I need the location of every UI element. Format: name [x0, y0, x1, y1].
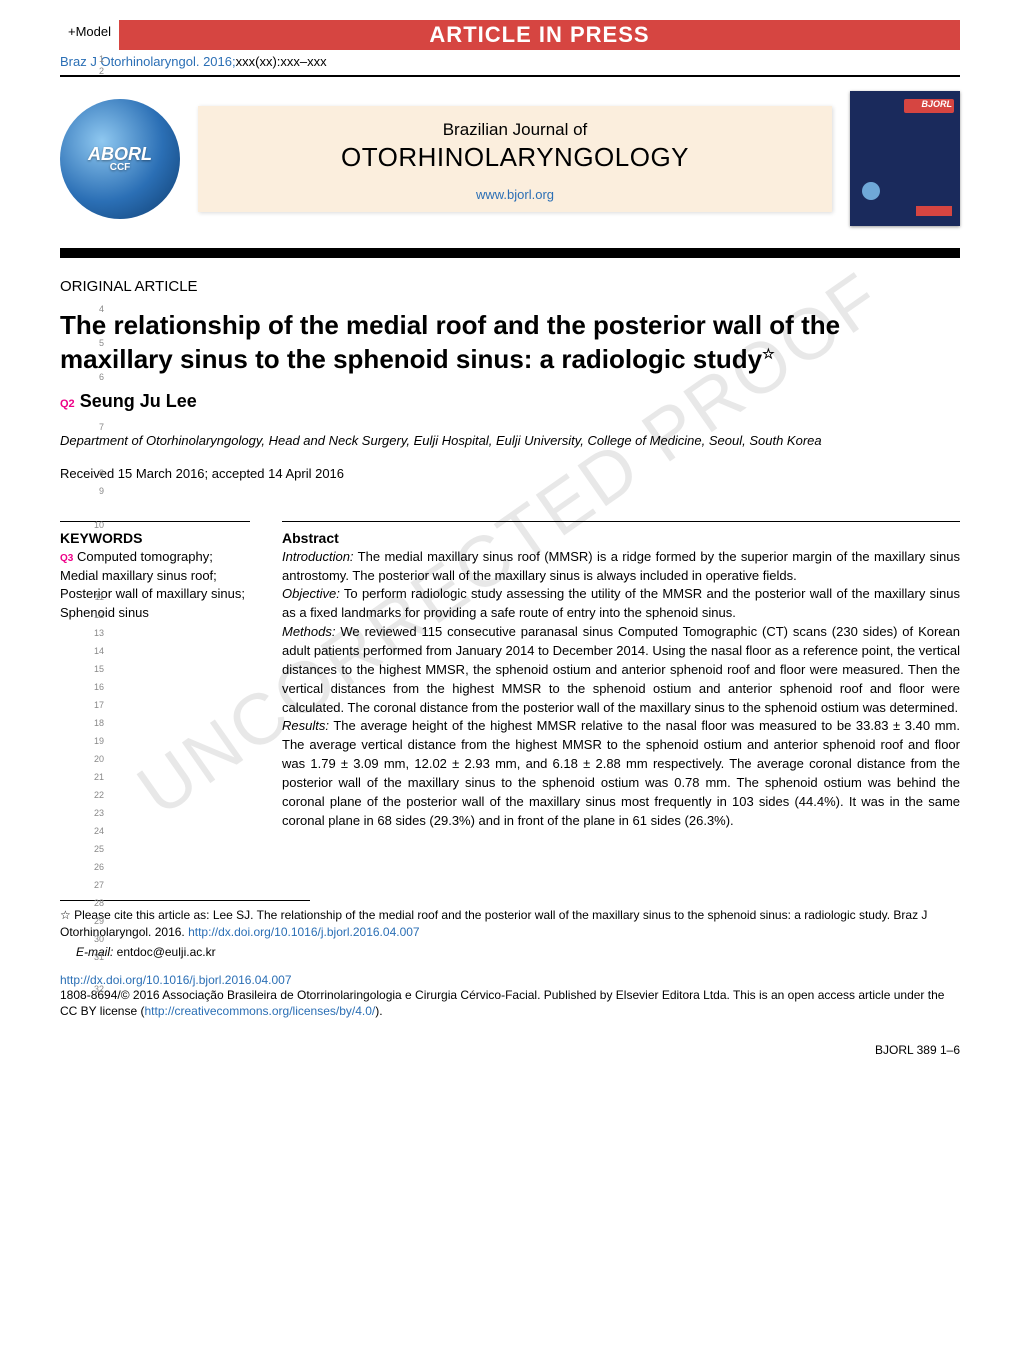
abstract-objective-label: Objective: [282, 586, 340, 601]
journal-cover-thumbnail: BJORL [850, 91, 960, 226]
line-number: 11 [95, 592, 104, 602]
line-number: 32 [94, 984, 104, 994]
society-logo: ABORL CCF [60, 99, 180, 219]
cover-globe-icon [862, 182, 880, 200]
line-number: 4 [99, 304, 104, 314]
line-number: 17 [94, 700, 104, 710]
page-footer-id: BJORL 389 1–6 [60, 1043, 960, 1057]
abstract-objective-text: To perform radiologic study assessing th… [282, 586, 960, 620]
query-marker-q3: Q3 [60, 553, 73, 564]
line-number: 19 [94, 736, 104, 746]
line-number: 12 [94, 610, 104, 620]
line-number: 31 [94, 952, 104, 962]
line-number: 20 [94, 754, 104, 764]
line-number: 16 [94, 682, 104, 692]
line-number: 1 [99, 54, 104, 64]
title-footnote-marker: ☆ [762, 345, 775, 361]
author-name: Seung Ju Lee [80, 391, 197, 411]
article-title: The relationship of the medial roof and … [60, 309, 960, 377]
doi-line: http://dx.doi.org/10.1016/j.bjorl.2016.0… [60, 973, 960, 987]
cover-badge-text: BJORL [921, 99, 952, 109]
line-number: 25 [94, 844, 104, 854]
line-number: 10 [94, 520, 104, 530]
author-line: Q2 Seung Ju Lee [60, 391, 960, 412]
cite-doi-link[interactable]: http://dx.doi.org/10.1016/j.bjorl.2016.0… [188, 925, 420, 939]
line-number: 6 [99, 372, 104, 382]
abstract-intro-label: Introduction: [282, 549, 354, 564]
copyright-line: 1808-8694/© 2016 Associação Brasileira d… [60, 987, 960, 1019]
keywords-heading: KEYWORDS [60, 530, 250, 546]
abstract-column: Abstract Introduction: The medial maxill… [282, 521, 960, 831]
cite-footnote: ☆ Please cite this article as: Lee SJ. T… [60, 907, 960, 941]
line-number: 18 [94, 718, 104, 728]
line-number: 26 [94, 862, 104, 872]
abstract-block: KEYWORDS Q3 Computed tomography; Medial … [60, 521, 960, 831]
article-in-press-banner: ARTICLE IN PRESS [119, 20, 960, 50]
line-number: 23 [94, 808, 104, 818]
line-number: 24 [94, 826, 104, 836]
citation-line: Braz J Otorhinolaryngol. 2016;xxx(xx):xx… [60, 54, 960, 69]
line-number: 28 [94, 898, 104, 908]
header-divider-bar [60, 248, 960, 258]
journal-title-box: Brazilian Journal of OTORHINOLARYNGOLOGY… [198, 106, 832, 212]
abstract-body: Introduction: The medial maxillary sinus… [282, 548, 960, 831]
line-number: 8 [99, 468, 104, 478]
line-number: 14 [94, 646, 104, 656]
abstract-rule [282, 521, 960, 522]
email-line: E-mail: entdoc@eulji.ac.kr [60, 945, 960, 959]
journal-name: OTORHINOLARYNGOLOGY [218, 142, 812, 173]
logo-text: ABORL [88, 144, 152, 164]
license-link[interactable]: http://creativecommons.org/licenses/by/4… [144, 1004, 375, 1018]
author-affiliation: Department of Otorhinolaryngology, Head … [60, 432, 960, 450]
journal-url-link[interactable]: www.bjorl.org [476, 187, 554, 202]
abstract-heading: Abstract [282, 530, 960, 546]
line-number: 15 [94, 664, 104, 674]
page-content: +Model ARTICLE IN PRESS 1 2 3 4 5 6 7 8 … [60, 20, 960, 1057]
abstract-results-label: Results: [282, 718, 329, 733]
line-number: 2 [99, 66, 104, 76]
title-text: The relationship of the medial roof and … [60, 310, 840, 374]
abstract-intro-text: The medial maxillary sinus roof (MMSR) i… [282, 549, 960, 583]
line-number: 27 [94, 880, 104, 890]
abstract-methods-text: We reviewed 115 consecutive paranasal si… [282, 624, 960, 714]
line-number: 9 [99, 486, 104, 496]
line-number: 5 [99, 338, 104, 348]
journal-subtitle: Brazilian Journal of [218, 120, 812, 140]
citation-suffix: xxx(xx):xxx–xxx [236, 54, 327, 69]
citation-link[interactable]: Braz J Otorhinolaryngol. 2016; [60, 54, 236, 69]
top-bar: +Model ARTICLE IN PRESS [60, 20, 960, 50]
journal-header: ABORL CCF Brazilian Journal of OTORHINOL… [60, 75, 960, 236]
line-number: 29 [94, 916, 104, 926]
main-block: 1 2 3 4 5 6 7 8 9 10 11 12 13 14 15 16 1… [60, 54, 960, 1057]
keywords-column: KEYWORDS Q3 Computed tomography; Medial … [60, 521, 250, 831]
article-section-type: ORIGINAL ARTICLE [60, 278, 960, 295]
query-marker-q2: Q2 [60, 398, 75, 410]
line-number: 13 [94, 628, 104, 638]
line-number: 22 [94, 790, 104, 800]
email-link[interactable]: entdoc@eulji.ac.kr [117, 945, 216, 959]
model-tag: +Model [60, 20, 119, 50]
keywords-rule [60, 521, 250, 522]
abstract-methods-label: Methods: [282, 624, 335, 639]
line-number: 21 [94, 772, 104, 782]
article-dates: Received 15 March 2016; accepted 14 Apri… [60, 466, 960, 481]
logo-subtext: CCF [88, 163, 152, 173]
line-number: 30 [94, 934, 104, 944]
keywords-list: Q3 Computed tomography; Medial maxillary… [60, 548, 250, 623]
keywords-text: Computed tomography; Medial maxillary si… [60, 549, 245, 621]
license-suffix: ). [375, 1004, 382, 1018]
line-number: 7 [99, 422, 104, 432]
abstract-results-text: The average height of the highest MMSR r… [282, 718, 960, 827]
